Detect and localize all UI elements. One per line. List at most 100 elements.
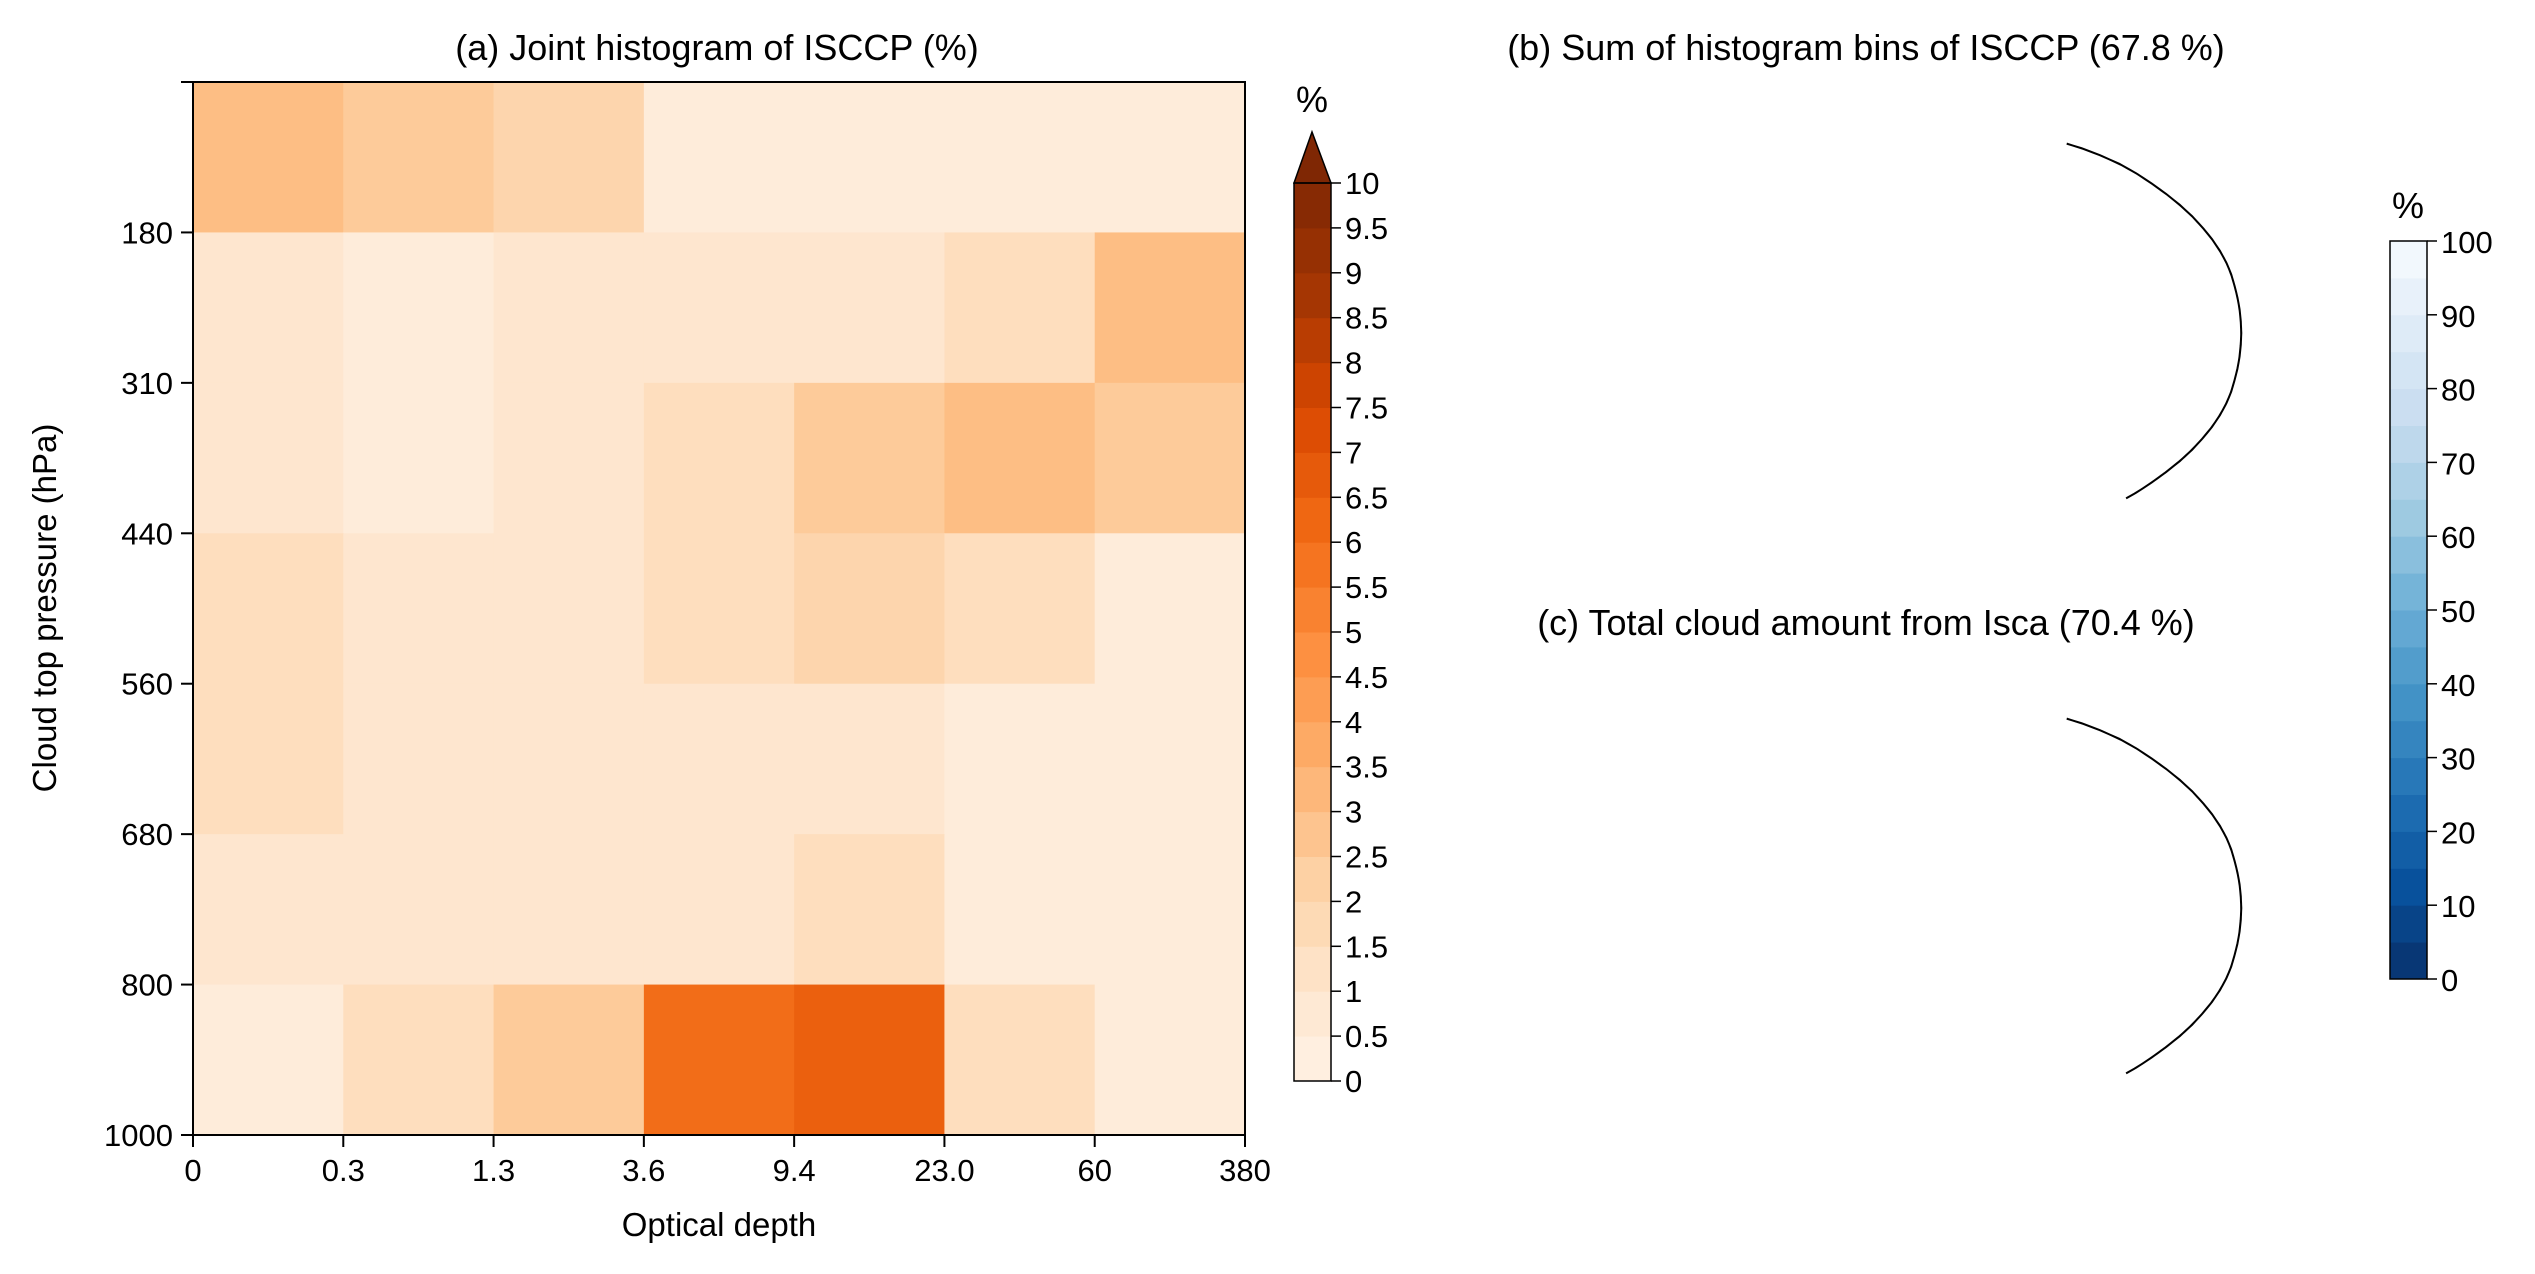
map-cell	[1747, 838, 1761, 850]
map-cell	[2138, 872, 2154, 885]
histogram-x-label: Optical depth	[622, 1206, 816, 1243]
map-cell	[1868, 321, 1880, 333]
map-cell	[1686, 967, 1700, 979]
map-cell	[1978, 861, 1991, 873]
map-cell	[1746, 849, 1759, 861]
map-cell	[2083, 215, 2103, 228]
map-cell	[2035, 967, 2049, 979]
y-tick-label: 680	[121, 817, 173, 852]
map-cell	[1850, 739, 1860, 749]
map-cell	[1914, 239, 1927, 251]
map-cell	[1783, 849, 1796, 861]
map-cell	[1731, 333, 1744, 345]
map-cell	[1744, 333, 1757, 345]
map-cell	[2137, 790, 2159, 803]
colorbar-tick-label: 50	[2441, 594, 2475, 629]
map-cell	[2066, 182, 2088, 195]
map-cell	[1657, 932, 1671, 944]
map-cell	[1772, 826, 1786, 838]
map-cell	[1880, 873, 1893, 885]
map-cell	[1847, 461, 1858, 472]
map-cell	[1905, 873, 1918, 885]
map-cell	[1660, 173, 1680, 183]
map-cell	[1844, 263, 1856, 275]
coastline	[1785, 349, 1795, 351]
map-cell	[1536, 427, 1556, 439]
map-cell	[1744, 873, 1757, 885]
map-cell	[2113, 356, 2129, 369]
map-cell	[1794, 357, 1807, 369]
map-cell	[2184, 250, 2204, 264]
map-cell	[2165, 320, 2180, 334]
map-cell	[2154, 391, 2172, 404]
map-cell	[1820, 263, 1833, 275]
map-cell	[1782, 286, 1795, 298]
map-cell	[1980, 803, 1995, 815]
map-cell	[2025, 380, 2039, 392]
map-cell	[1993, 1025, 2009, 1036]
map-cell	[2116, 204, 2139, 217]
map-cell	[1847, 769, 1858, 780]
map-cell	[2067, 1067, 2093, 1074]
map-cell	[1675, 148, 1697, 155]
map-cell	[1893, 885, 1906, 897]
map-cell	[1922, 155, 1935, 164]
map-cell	[2034, 1025, 2051, 1036]
map-cell	[2009, 978, 2024, 990]
map-cell	[2090, 250, 2108, 264]
map-cell	[1955, 310, 1968, 322]
map-cell	[2027, 739, 2047, 749]
map-cell	[1695, 1025, 1712, 1036]
map-cell	[2072, 172, 2097, 184]
map-cell	[1840, 173, 1851, 183]
map-cell	[1930, 780, 1943, 791]
map-cell	[2125, 460, 2150, 473]
map-cell	[2010, 472, 2027, 483]
map-cell	[1890, 1002, 1902, 1014]
map-cell	[1957, 483, 1972, 493]
map-cell	[1857, 450, 1868, 461]
map-cell	[2041, 357, 2054, 369]
map-cell	[1811, 719, 1822, 724]
map-cell	[1709, 274, 1723, 286]
map-cell	[1640, 1047, 1661, 1058]
map-cell	[1694, 333, 1707, 345]
map-cell	[2145, 460, 2171, 473]
map-cell	[1656, 1014, 1674, 1025]
map-cell	[2090, 825, 2108, 838]
map-cell	[2096, 813, 2115, 827]
map-cell	[1734, 730, 1752, 739]
map-cell	[2066, 837, 2075, 850]
map-cell	[2084, 729, 2112, 740]
map-cell	[1845, 427, 1857, 439]
map-cell	[1868, 173, 1878, 183]
map-cell	[2044, 493, 2065, 503]
map-cell	[1756, 885, 1769, 897]
map-cell	[1991, 472, 2007, 483]
map-cell	[1690, 723, 1711, 730]
colorbar-band	[1294, 901, 1331, 947]
map-cell	[1908, 461, 1920, 472]
map-cell	[1893, 345, 1906, 357]
map-cell	[1726, 155, 1745, 164]
map-cell	[1892, 943, 1905, 955]
map-cell	[2113, 250, 2132, 264]
map-cell	[1719, 873, 1732, 885]
colorbar-tick-label: 30	[2441, 742, 2475, 777]
map-cell	[2126, 872, 2141, 885]
map-cell	[2066, 1024, 2074, 1037]
map-cell	[2111, 367, 2128, 381]
map-cell	[2146, 227, 2167, 240]
map-cell	[1935, 493, 1949, 503]
map-cell	[2121, 379, 2138, 393]
map-cell	[1935, 1002, 1948, 1014]
map-cell	[1989, 955, 2002, 967]
map-cell	[2066, 367, 2078, 381]
map-cell	[2002, 164, 2020, 174]
map-cell	[1622, 814, 1639, 826]
map-cell	[1669, 333, 1682, 345]
map-cell	[1638, 967, 1653, 979]
map-cell	[1681, 769, 1699, 780]
map-cell	[2066, 172, 2087, 184]
map-cell	[1678, 439, 1695, 450]
